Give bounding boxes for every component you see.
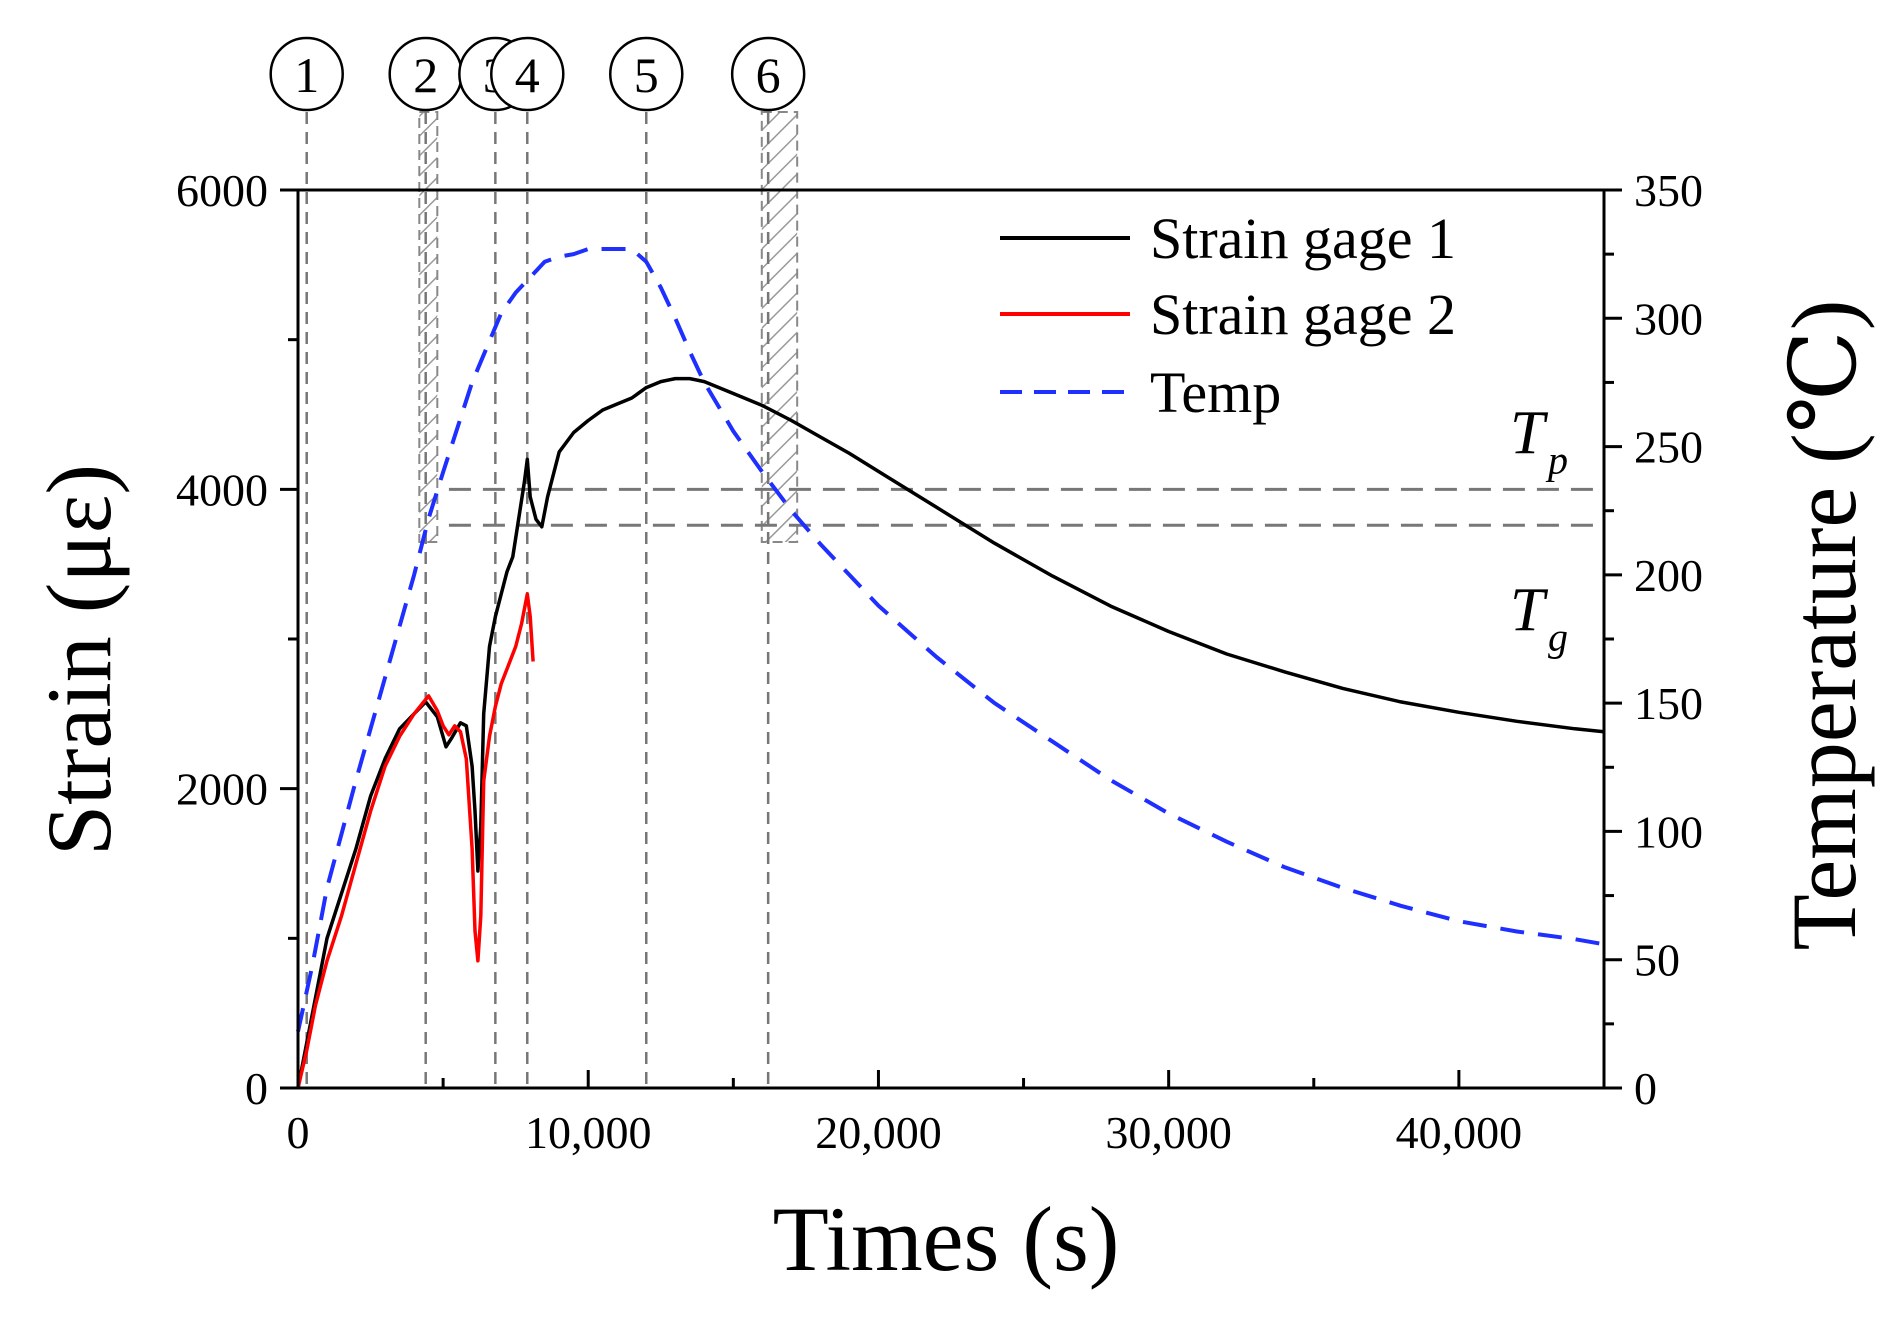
- y-right-tick-label: 250: [1634, 422, 1703, 473]
- legend: Strain gage 1 Strain gage 2 Temp: [1000, 206, 1456, 425]
- phase-label: 6: [756, 47, 781, 103]
- x-tick-label: 20,000: [815, 1107, 942, 1158]
- phase-circle: [269, 36, 344, 112]
- reference-subscript-tg: g: [1548, 614, 1568, 659]
- y-right-tick-label: 300: [1634, 293, 1703, 344]
- x-tick-label: 0: [287, 1107, 310, 1158]
- y-left-tick-label: 2000: [176, 764, 268, 815]
- reference-label-tg: T: [1510, 576, 1549, 644]
- x-axis-title: Times (s): [773, 1188, 1120, 1290]
- y-axis-right-title: Temperature (℃): [1773, 300, 1875, 951]
- phase-circle: [730, 36, 806, 112]
- series-line-strain-gage-2: [296, 592, 535, 1089]
- y-left-tick-label: 4000: [176, 464, 268, 515]
- legend-label-strain-gage-1: Strain gage 1: [1150, 206, 1456, 271]
- legend-label-strain-gage-2: Strain gage 2: [1150, 282, 1456, 347]
- reference-line-layer: [448, 487, 1604, 527]
- phase-label: 5: [634, 47, 659, 103]
- y-right-tick-label: 100: [1634, 806, 1703, 857]
- ticks-layer: [280, 188, 1622, 1090]
- phase-label: 1: [294, 47, 319, 103]
- y-left-tick-label: 6000: [176, 165, 268, 216]
- y-right-tick-label: 150: [1634, 678, 1703, 729]
- y-left-tick-label: 0: [245, 1063, 268, 1114]
- x-tick-label: 40,000: [1396, 1107, 1523, 1158]
- series-layer: [296, 247, 1605, 1089]
- legend-label-temp: Temp: [1150, 360, 1281, 425]
- phase-label: 4: [515, 47, 540, 103]
- phase-hatch-region: [760, 111, 799, 543]
- series-line-strain-gage-1: [296, 376, 1605, 1089]
- series-line-temp: [296, 247, 1605, 1033]
- phase-hatch-region: [418, 111, 439, 543]
- phase-circle: [490, 36, 565, 112]
- x-tick-label: 30,000: [1105, 1107, 1232, 1158]
- y-right-tick-label: 0: [1634, 1063, 1657, 1114]
- reference-label-tp: T: [1510, 399, 1549, 467]
- y-right-tick-label: 200: [1634, 550, 1703, 601]
- y-right-tick-label: 350: [1634, 165, 1703, 216]
- phase-label: 2: [413, 47, 438, 103]
- y-axis-left-title: Strain (με): [28, 464, 130, 856]
- y-right-tick-label: 50: [1634, 935, 1680, 986]
- phase-hatch-layer: [418, 111, 799, 543]
- labels-layer: 0 10,000 20,000 30,000 40,000 0 2000 4000 6000 0 5…: [176, 36, 1703, 1158]
- x-tick-label: 10,000: [525, 1107, 652, 1158]
- phase-line-layer: [305, 112, 770, 1088]
- phase-circle: [609, 36, 684, 112]
- reference-subscript-tp: p: [1545, 437, 1568, 482]
